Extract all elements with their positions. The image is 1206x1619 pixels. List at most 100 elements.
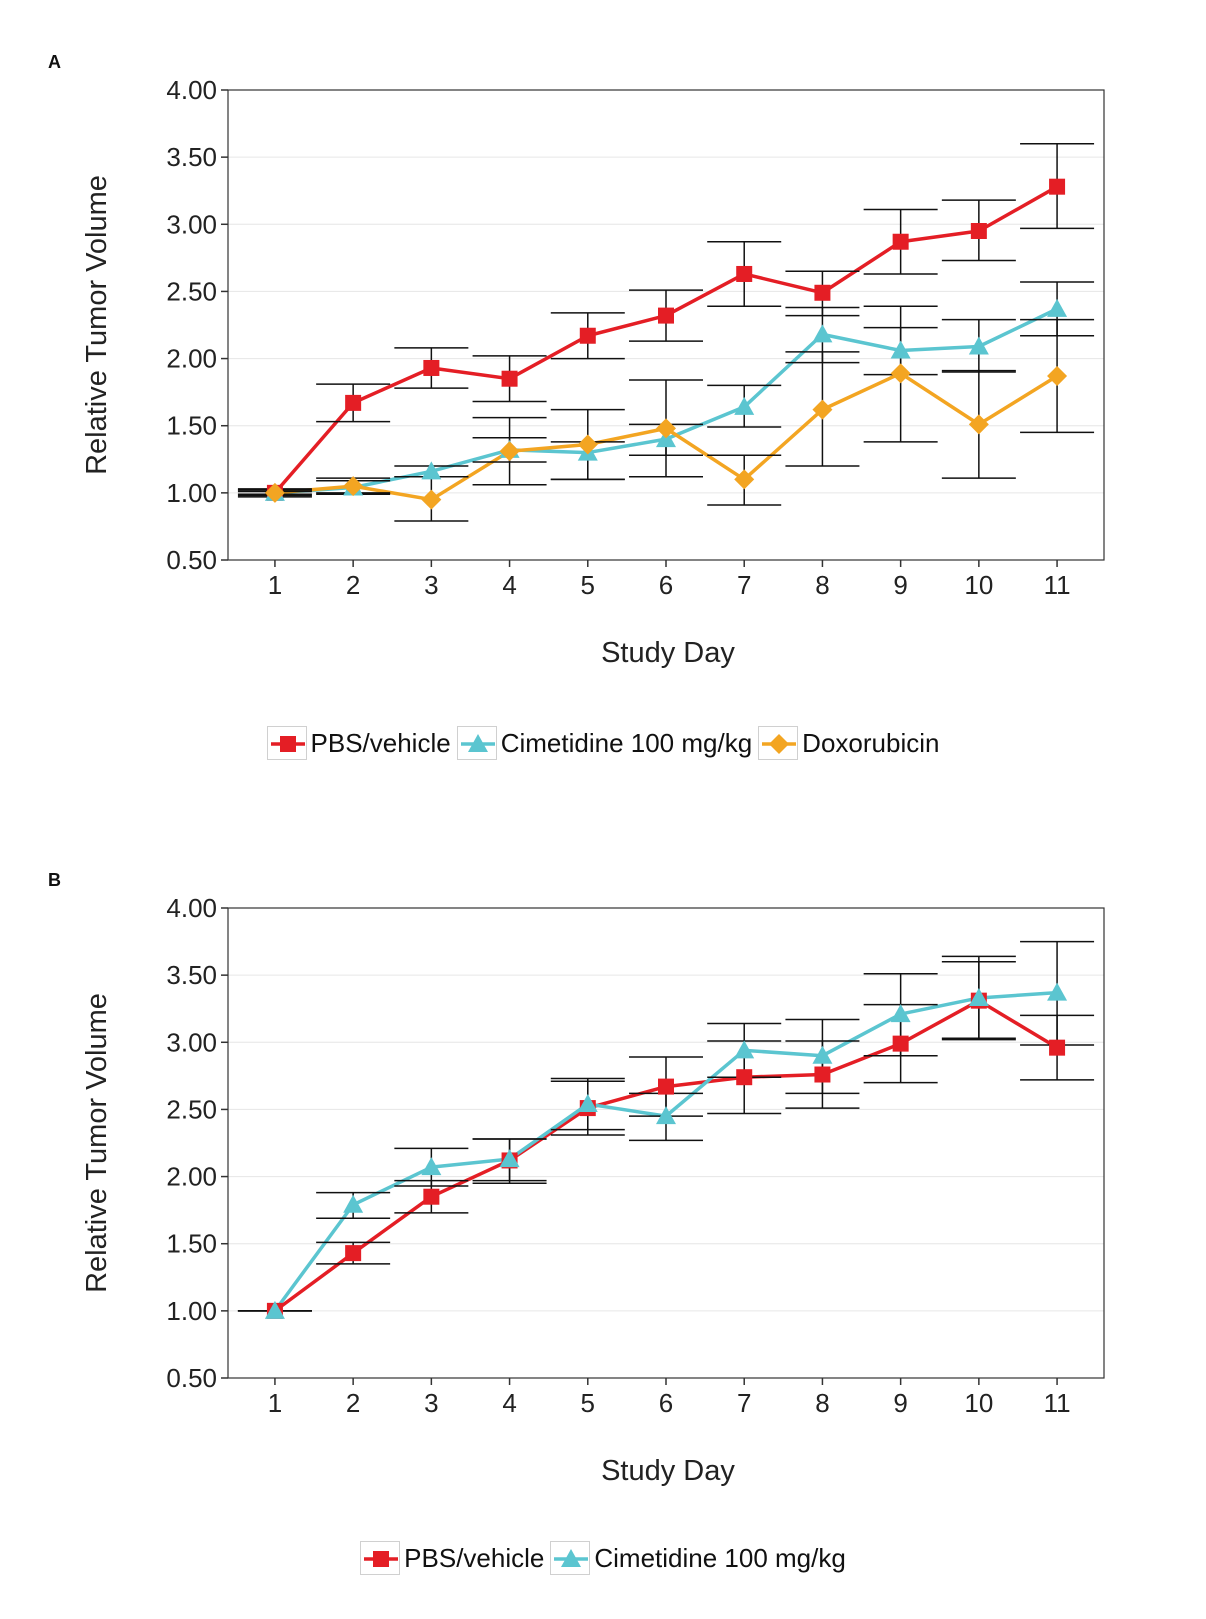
data-point-a-1-7: [812, 324, 833, 343]
x-tick-label-b-4: 5: [581, 1388, 595, 1418]
legend-key-marker-b-0: [373, 1551, 390, 1567]
data-point-b-1-7: [812, 1045, 833, 1064]
data-point-a-0-3: [501, 370, 518, 387]
data-point-a-0-7: [814, 284, 831, 301]
y-tick-label-a-2: 1.50: [166, 411, 217, 441]
legend-label-b-0: PBS/vehicle: [404, 1542, 545, 1573]
data-point-a-0-10: [1049, 178, 1066, 195]
legend-b: PBS/vehicle Cimetidine 100 mg/kg: [0, 1541, 1206, 1575]
data-point-a-2-0: [264, 482, 285, 503]
legend-key-marker-b-1: [561, 1549, 582, 1567]
y-tick-label-a-6: 3.50: [166, 142, 217, 172]
data-point-b-0-10: [1049, 1039, 1066, 1056]
legend-key-b-0: [360, 1541, 401, 1575]
legend-label-a-1: Cimetidine 100 mg/kg: [500, 727, 753, 758]
legend-key-marker-a-1: [467, 734, 488, 752]
data-point-a-0-2: [423, 359, 440, 376]
data-point-b-1-6: [734, 1040, 755, 1059]
x-tick-label-a-1: 2: [346, 570, 360, 600]
x-axis-title-a: Study Day: [601, 637, 735, 669]
legend-item-a-2: Doxorubicin: [758, 726, 939, 760]
x-tick-label-b-3: 4: [502, 1388, 516, 1418]
data-point-b-1-5: [656, 1106, 676, 1125]
data-point-a-2-10: [1047, 366, 1068, 387]
plot-area-b: [228, 908, 1104, 1378]
y-tick-label-b-2: 1.50: [166, 1229, 217, 1259]
x-tick-label-b-5: 6: [659, 1388, 673, 1418]
panel-letter-a: A: [48, 52, 61, 72]
y-tick-label-b-7: 4.00: [166, 893, 217, 923]
x-tick-label-b-2: 3: [424, 1388, 438, 1418]
data-point-a-0-6: [736, 265, 753, 282]
y-tick-label-a-0: 0.50: [166, 545, 217, 575]
data-point-a-0-5: [658, 307, 674, 324]
data-point-b-1-2: [421, 1157, 442, 1176]
data-point-b-0-5: [658, 1078, 674, 1095]
x-tick-label-a-0: 1: [268, 570, 282, 600]
x-tick-label-b-1: 2: [346, 1388, 360, 1418]
y-tick-label-b-0: 0.50: [166, 1363, 217, 1393]
x-tick-label-a-9: 10: [964, 570, 993, 600]
data-point-a-0-1: [345, 394, 362, 411]
data-point-b-1-8: [890, 1004, 911, 1023]
x-tick-label-a-2: 3: [424, 570, 438, 600]
x-tick-label-b-6: 7: [737, 1388, 751, 1418]
y-tick-label-a-4: 2.50: [166, 276, 217, 306]
data-point-a-2-5: [656, 418, 676, 439]
legend-key-marker-a-0: [279, 736, 296, 752]
panel-letter-b: B: [48, 870, 61, 890]
data-point-b-1-9: [968, 987, 989, 1006]
x-tick-label-a-8: 9: [893, 570, 907, 600]
x-tick-label-b-8: 9: [893, 1388, 907, 1418]
legend-item-b-1: Cimetidine 100 mg/kg: [550, 1541, 846, 1575]
data-point-a-1-9: [968, 336, 989, 355]
chart-a: 0.50 1.00 1.50 2.00 2.50 3.00 3.50 4.00 1 2 3 4 5 6 7 8…: [81, 75, 1105, 669]
data-point-a-0-4: [579, 327, 596, 344]
data-point-b-1-3: [499, 1149, 520, 1168]
data-point-b-1-10: [1047, 982, 1068, 1001]
data-point-a-0-9: [970, 223, 987, 239]
data-point-a-0-8: [892, 233, 909, 250]
data-point-a-2-2: [421, 489, 442, 510]
y-tick-label-b-4: 2.50: [166, 1094, 217, 1124]
data-point-b-0-8: [892, 1035, 909, 1052]
legend-item-b-0: PBS/vehicle: [360, 1541, 544, 1575]
x-tick-label-a-6: 7: [737, 570, 751, 600]
y-axis-title-b: Relative Tumor Volume: [81, 993, 113, 1293]
data-point-b-1-0: [264, 1300, 285, 1319]
legend-a: PBS/vehicle Cimetidine 100 mg/kg Doxorub…: [0, 726, 1206, 760]
x-tick-label-a-7: 8: [815, 570, 829, 600]
legend-label-a-0: PBS/vehicle: [310, 727, 451, 758]
legend-item-a-1: Cimetidine 100 mg/kg: [456, 726, 753, 760]
legend-key-a-0: [266, 726, 307, 760]
data-point-b-0-2: [423, 1188, 440, 1205]
legend-label-b-1: Cimetidine 100 mg/kg: [594, 1542, 846, 1573]
data-point-a-1-2: [421, 461, 442, 480]
y-tick-label-b-3: 2.00: [166, 1162, 217, 1192]
data-point-a-1-6: [734, 396, 755, 415]
legend-item-a-0: PBS/vehicle: [266, 726, 451, 760]
y-tick-label-b-1: 1.00: [166, 1296, 217, 1326]
data-point-a-2-8: [890, 363, 911, 384]
x-tick-label-a-4: 5: [581, 570, 595, 600]
x-tick-label-a-5: 6: [659, 570, 673, 600]
data-point-b-0-7: [814, 1066, 831, 1083]
x-tick-label-b-9: 10: [964, 1388, 993, 1418]
y-tick-label-a-1: 1.00: [166, 478, 217, 508]
y-tick-label-a-3: 2.00: [166, 344, 217, 374]
y-tick-label-a-7: 4.00: [166, 75, 217, 105]
data-point-a-2-6: [734, 469, 755, 490]
x-tick-label-a-3: 4: [502, 570, 516, 600]
legend-label-a-2: Doxorubicin: [802, 727, 940, 758]
data-point-a-2-3: [499, 441, 520, 462]
x-tick-label-b-10: 11: [1044, 1388, 1071, 1418]
data-point-a-1-10: [1047, 298, 1068, 317]
data-point-a-2-1: [343, 476, 364, 497]
legend-key-b-1: [550, 1541, 591, 1575]
data-point-b-1-4: [577, 1094, 598, 1113]
legend-key-a-1: [456, 726, 497, 760]
x-axis-title-b: Study Day: [601, 1455, 735, 1487]
chart-b: 0.50 1.00 1.50 2.00 2.50 3.00 3.50 4.00 1 2 3 4 5 6 7 8…: [81, 893, 1105, 1487]
y-tick-label-b-6: 3.50: [166, 960, 217, 990]
